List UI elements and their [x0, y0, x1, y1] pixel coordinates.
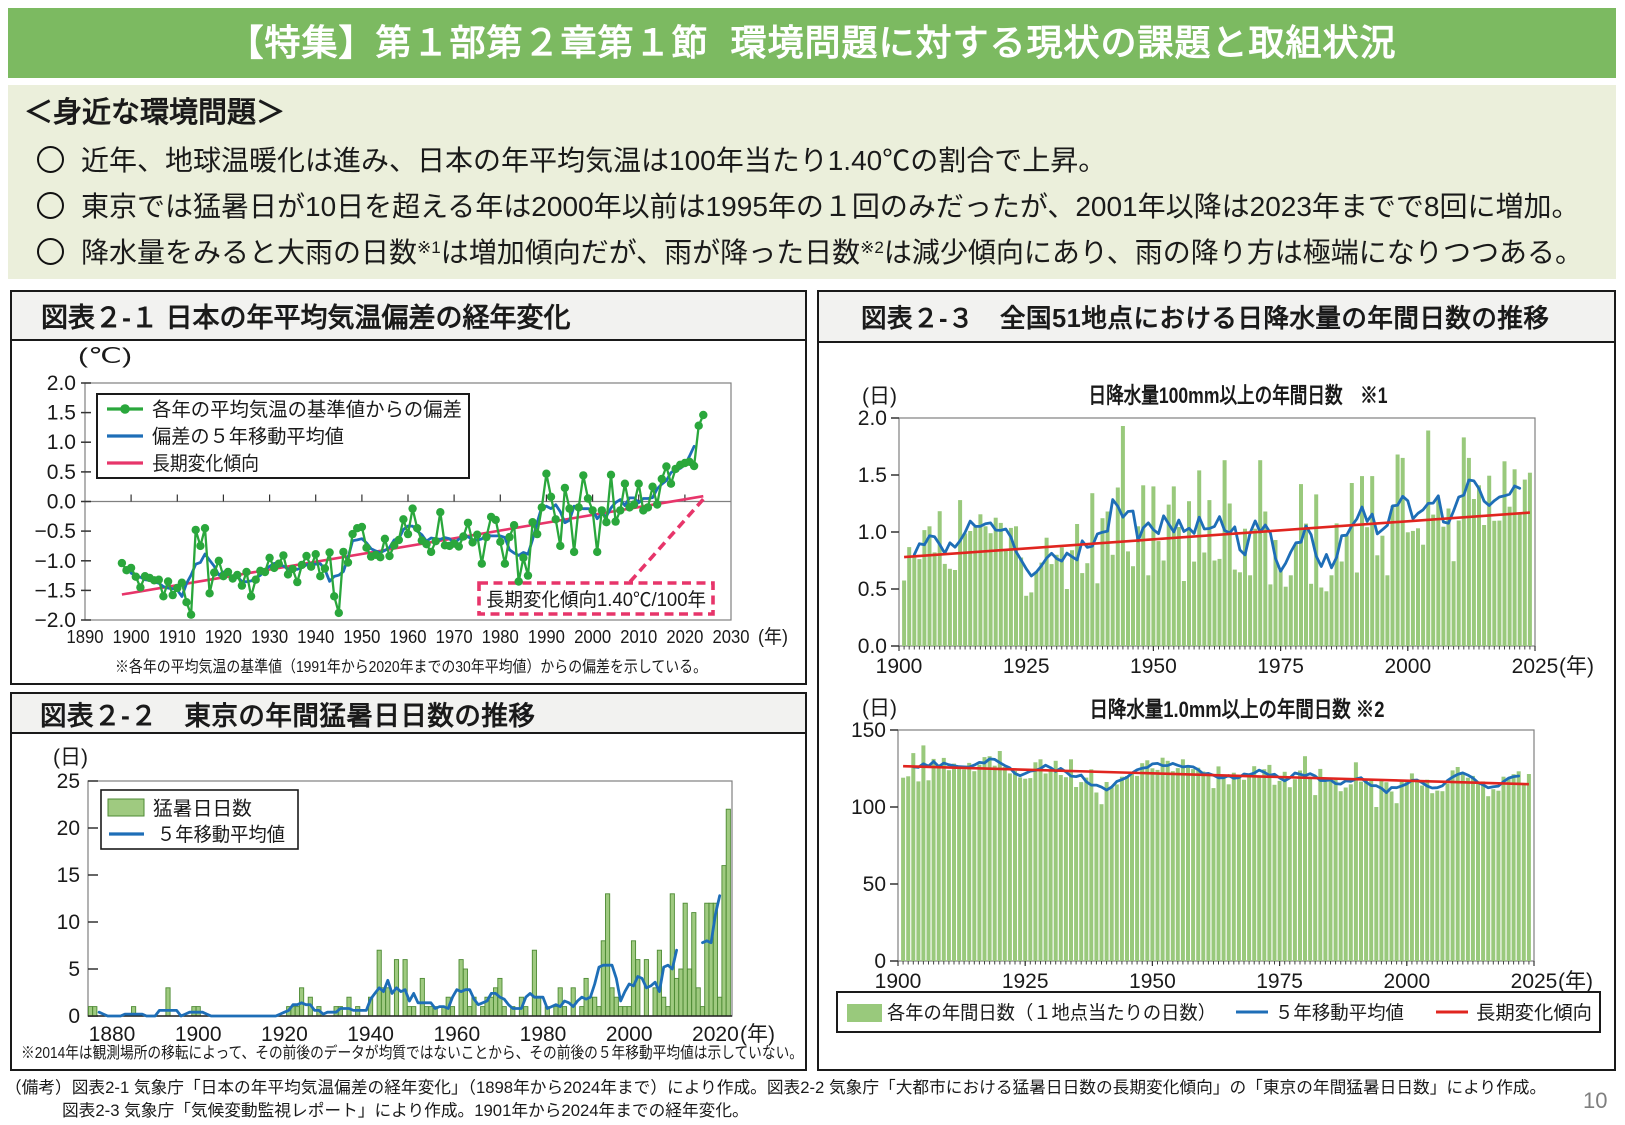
svg-text:日降水量1.0mm以上の年間日数 ※2: 日降水量1.0mm以上の年間日数 ※2: [1090, 697, 1385, 722]
svg-text:2020: 2020: [666, 626, 703, 647]
svg-text:1930: 1930: [251, 626, 288, 647]
svg-text:1975: 1975: [1256, 970, 1303, 993]
svg-text:(日): (日): [862, 697, 897, 720]
svg-text:(年): (年): [1558, 970, 1593, 993]
svg-text:(年): (年): [1559, 655, 1594, 678]
svg-text:−1.0: −1.0: [35, 550, 76, 573]
svg-text:0.0: 0.0: [47, 491, 76, 514]
svg-text:(年): (年): [740, 1023, 775, 1046]
svg-text:５年移動平均値: ５年移動平均値: [157, 824, 285, 846]
svg-text:長期変化傾向: 長期変化傾向: [152, 453, 259, 475]
svg-text:150: 150: [851, 719, 886, 742]
svg-text:100: 100: [851, 796, 886, 819]
svg-text:25: 25: [57, 770, 80, 793]
svg-text:1900: 1900: [875, 970, 922, 993]
svg-text:※各年の平均気温の基準値（1991年から2020年までの30: ※各年の平均気温の基準値（1991年から2020年までの30年平均値）からの偏差…: [115, 658, 707, 676]
svg-text:0: 0: [68, 1005, 80, 1028]
svg-text:0.0: 0.0: [858, 635, 887, 658]
svg-text:偏差の５年移動平均値: 偏差の５年移動平均値: [152, 426, 344, 448]
svg-text:1900: 1900: [876, 655, 923, 678]
svg-text:※2014年は観測場所の移転によって、その前後のデータが均質: ※2014年は観測場所の移転によって、その前後のデータが均質ではないことから、そ…: [21, 1043, 803, 1062]
svg-text:(年): (年): [758, 626, 788, 648]
svg-text:2010: 2010: [620, 626, 657, 647]
svg-text:−0.5: −0.5: [35, 520, 76, 543]
svg-text:−2.0: −2.0: [35, 609, 76, 632]
svg-text:20: 20: [57, 817, 80, 840]
svg-text:1.5: 1.5: [47, 402, 76, 425]
svg-text:2000: 2000: [1383, 970, 1430, 993]
svg-text:1950: 1950: [343, 626, 380, 647]
svg-text:2000: 2000: [1384, 655, 1431, 678]
svg-text:1940: 1940: [297, 626, 334, 647]
svg-text:2.0: 2.0: [47, 372, 76, 395]
svg-text:1960: 1960: [390, 626, 427, 647]
svg-text:1980: 1980: [520, 1023, 567, 1046]
svg-text:1.0: 1.0: [858, 521, 887, 544]
svg-text:(日): (日): [862, 385, 897, 408]
svg-text:5: 5: [68, 958, 80, 981]
svg-text:2030: 2030: [713, 626, 750, 647]
svg-text:猛暑日日数: 猛暑日日数: [153, 798, 252, 820]
svg-text:日降水量100mm以上の年間日数 ※1: 日降水量100mm以上の年間日数 ※1: [1089, 383, 1388, 408]
svg-text:1960: 1960: [433, 1023, 480, 1046]
svg-text:2000: 2000: [574, 626, 611, 647]
svg-text:各年の平均気温の基準値からの偏差: 各年の平均気温の基準値からの偏差: [152, 399, 462, 421]
svg-text:1940: 1940: [347, 1023, 394, 1046]
svg-text:2020: 2020: [692, 1023, 739, 1046]
svg-text:(日): (日): [53, 746, 88, 769]
svg-text:1925: 1925: [1002, 970, 1049, 993]
svg-text:1925: 1925: [1003, 655, 1050, 678]
svg-text:(℃): (℃): [78, 345, 132, 368]
svg-text:1880: 1880: [89, 1023, 136, 1046]
svg-text:50: 50: [863, 873, 886, 896]
svg-text:1990: 1990: [528, 626, 565, 647]
svg-text:2000: 2000: [606, 1023, 653, 1046]
svg-text:10: 10: [57, 911, 80, 934]
svg-text:長期変化傾向: 長期変化傾向: [1476, 1002, 1592, 1024]
svg-text:−1.5: −1.5: [35, 579, 76, 602]
svg-text:1.0: 1.0: [47, 431, 76, 454]
svg-text:1975: 1975: [1257, 655, 1304, 678]
svg-text:1950: 1950: [1129, 970, 1176, 993]
svg-text:1900: 1900: [113, 626, 150, 647]
svg-text:1950: 1950: [1130, 655, 1177, 678]
svg-text:1910: 1910: [159, 626, 196, 647]
svg-text:1920: 1920: [205, 626, 242, 647]
svg-text:0.5: 0.5: [858, 578, 887, 601]
svg-text:2025: 2025: [1511, 970, 1558, 993]
svg-text:15: 15: [57, 864, 80, 887]
svg-text:1900: 1900: [175, 1023, 222, 1046]
svg-text:1920: 1920: [261, 1023, 308, 1046]
svg-text:2.0: 2.0: [858, 407, 887, 430]
svg-text:５年移動平均値: ５年移動平均値: [1275, 1002, 1404, 1024]
svg-text:0: 0: [874, 950, 886, 973]
svg-text:1970: 1970: [436, 626, 473, 647]
svg-text:1890: 1890: [67, 626, 104, 647]
svg-text:1980: 1980: [482, 626, 519, 647]
svg-text:2025: 2025: [1512, 655, 1559, 678]
svg-text:各年の年間日数（１地点当たりの日数）: 各年の年間日数（１地点当たりの日数）: [887, 1002, 1216, 1024]
svg-text:0.5: 0.5: [47, 461, 76, 484]
svg-text:1.5: 1.5: [858, 464, 887, 487]
svg-text:長期変化傾向1.40℃/100年: 長期変化傾向1.40℃/100年: [486, 589, 706, 611]
